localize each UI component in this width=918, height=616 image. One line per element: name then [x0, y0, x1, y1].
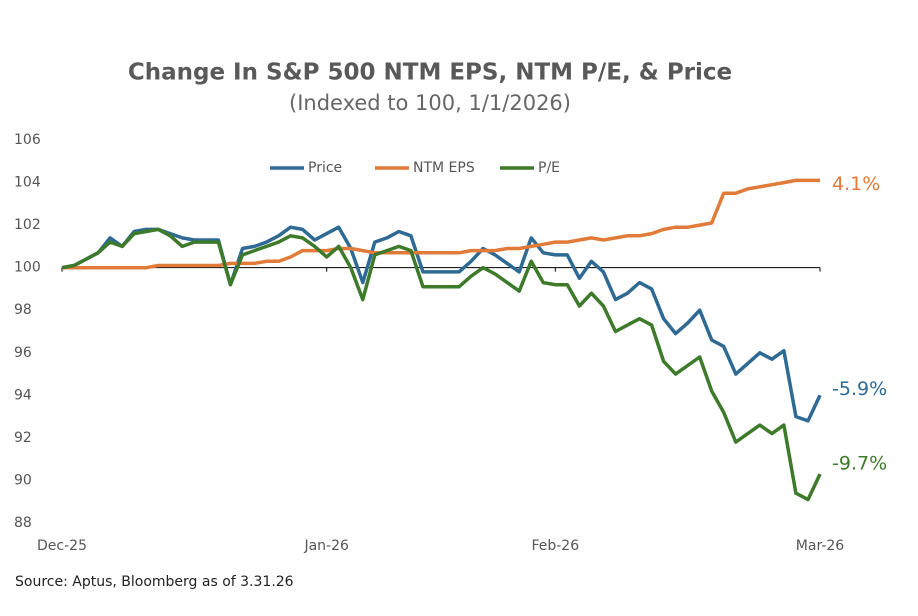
x-tick-label: Feb-26 [531, 538, 579, 554]
x-tick-label: Dec-25 [37, 538, 87, 554]
y-tick-label: 100 [14, 260, 41, 276]
x-tick-label: Mar-26 [796, 538, 844, 554]
y-tick-label: 106 [14, 132, 41, 148]
legend-label: Price [308, 160, 342, 176]
line-series [61, 227, 822, 502]
line-series [62, 178, 820, 270]
y-tick-label: 98 [14, 302, 32, 318]
y-tick-label: 88 [14, 515, 32, 531]
legend-label: NTM EPS [413, 160, 475, 176]
y-tick-label: 96 [14, 345, 32, 361]
end-label: 4.1% [832, 173, 880, 195]
y-tick-label: 102 [14, 217, 41, 233]
chart-title: Change In S&P 500 NTM EPS, NTM P/E, & Pr… [128, 60, 732, 86]
end-label: -9.7% [832, 453, 887, 475]
chart-subtitle: (Indexed to 100, 1/1/2026) [289, 91, 571, 115]
source-note: Source: Aptus, Bloomberg as of 3.31.26 [15, 574, 294, 590]
y-tick-label: 92 [14, 430, 32, 446]
y-tick-label: 94 [14, 387, 32, 403]
x-tick-label: Jan-26 [303, 538, 349, 554]
end-label: -5.9% [832, 378, 887, 400]
y-tick-label: 90 [14, 472, 32, 488]
y-tick-label: 104 [14, 175, 41, 191]
legend-label: P/E [538, 160, 560, 176]
line-series [61, 225, 822, 423]
